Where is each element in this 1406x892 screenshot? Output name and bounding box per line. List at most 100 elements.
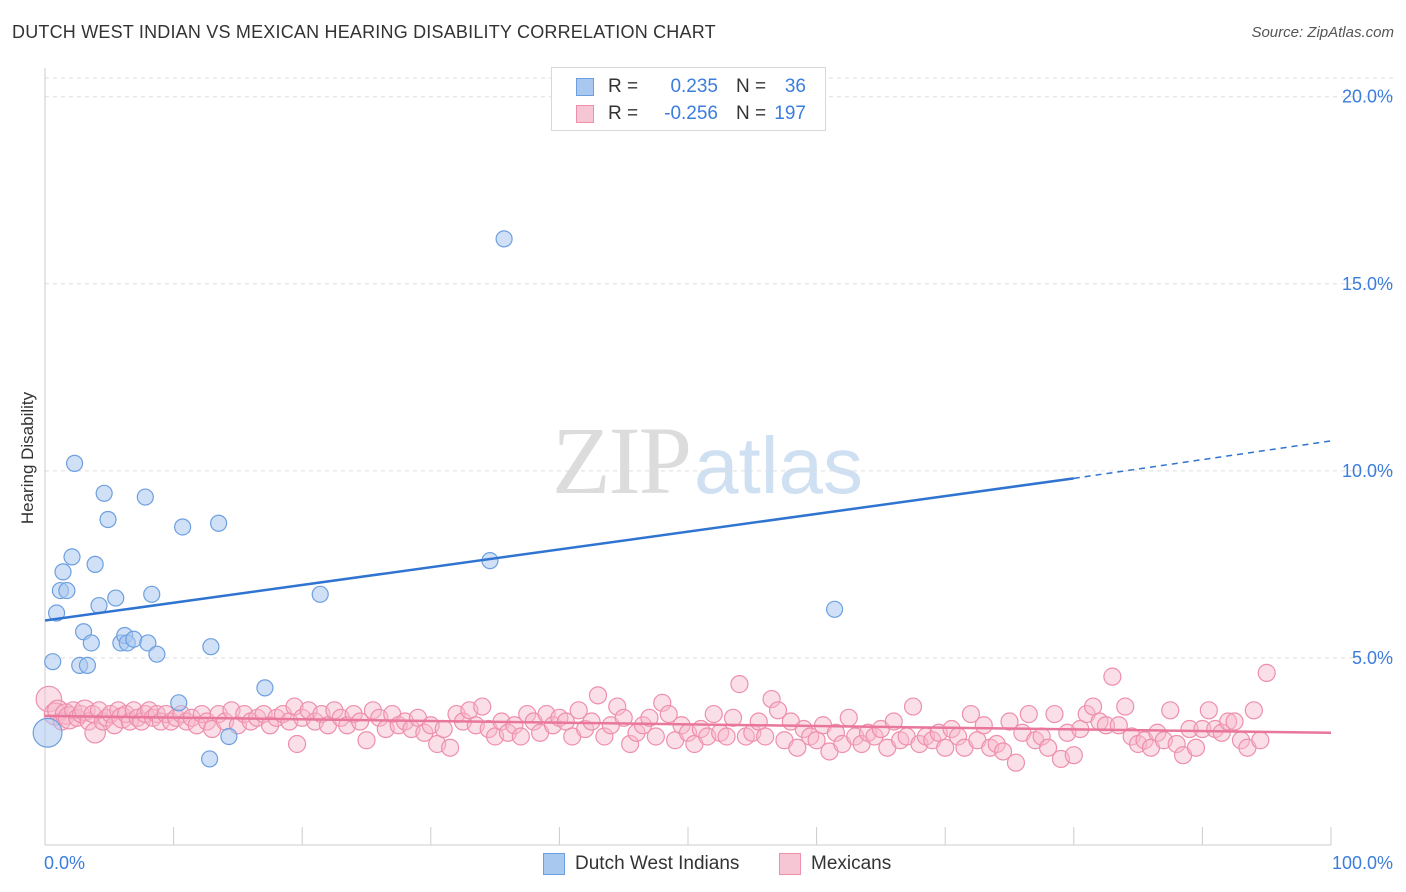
mexican-point (1225, 712, 1244, 731)
mexican-point (807, 731, 826, 750)
dutch-west-indian-point (210, 514, 228, 532)
dutch-west-indian-point (143, 585, 161, 603)
mexican-point (357, 731, 376, 750)
dutch-west-indian-point (32, 717, 63, 748)
mexican-point (1045, 704, 1064, 724)
dutch-west-indian-point (107, 589, 125, 607)
x-tick-label-max: 100.0% (1332, 853, 1393, 873)
mexican-point (974, 716, 993, 735)
legend-n-value: 36 (784, 76, 806, 97)
trend-lines (44, 477, 1332, 735)
mexican-point (993, 742, 1013, 761)
tick-labels: 5.0% 10.0% 15.0% 20.0% 0.0% 100.0% (44, 87, 1393, 873)
mexican-point (839, 708, 858, 727)
grid-lines (45, 77, 1396, 659)
mexican-point (723, 708, 743, 727)
mexican-point (89, 701, 109, 720)
mexican-point (659, 704, 678, 724)
mexican-point (1083, 697, 1103, 716)
blue-swatch-icon (576, 78, 594, 96)
dutch-west-indian-point (65, 454, 84, 472)
dutch-west-indian-point (86, 555, 104, 573)
dutch-west-indian-point (125, 630, 143, 648)
blue-legend-swatch-icon (543, 853, 565, 875)
mexican-point (1019, 704, 1038, 724)
mexican-point (1064, 746, 1083, 765)
mexican-point (704, 704, 723, 724)
mexican-point (1161, 701, 1180, 720)
mexican-point (788, 738, 807, 757)
dutch-west-indian-point (47, 604, 66, 622)
mexican-point (260, 716, 280, 735)
mexican-point (826, 723, 845, 742)
mexican-point (1251, 731, 1270, 750)
mexican-point (653, 693, 672, 712)
mexican-point (440, 738, 460, 757)
legend-row-dutch-west-indians: R = 0.235 N = 36 (576, 76, 806, 98)
mexican-point (84, 721, 106, 744)
mexican-point (1186, 738, 1206, 757)
dutch-west-indian-point (44, 653, 62, 671)
dutch-west-indian-point (495, 230, 513, 248)
mexican-point (1000, 712, 1019, 731)
mexican-point (473, 697, 492, 716)
legend-r-value: -0.256 (664, 103, 718, 124)
mexican-point (434, 719, 453, 739)
y-tick-label: 15.0% (1342, 274, 1393, 294)
pink-swatch-icon (576, 105, 594, 123)
dutch-west-indian-point (63, 548, 81, 566)
mexican-point (1103, 667, 1122, 686)
mexican-point (903, 697, 923, 716)
legend-r-label: R = (608, 103, 639, 124)
legend-n-label: N = (736, 103, 767, 124)
dutch-west-indian-point (58, 581, 76, 600)
mexican-point (936, 738, 955, 757)
source-credit: Source: ZipAtlas.com (1251, 24, 1394, 41)
dutch-west-indian-point (170, 694, 188, 712)
dutch-west-indian-point (82, 634, 100, 652)
mexican-point (1038, 738, 1058, 757)
legend-n-value: 197 (774, 103, 806, 124)
dutch-west-indian-point (256, 679, 274, 697)
bottom-legend-label: Dutch West Indians (575, 853, 740, 874)
mexican-point (756, 727, 775, 746)
mexican-point (363, 701, 383, 720)
dutch-west-indian-point (54, 563, 72, 581)
mexican-point (1167, 734, 1186, 754)
y-tick-label: 20.0% (1342, 87, 1393, 107)
mexican-point (608, 697, 627, 716)
chart-title: DUTCH WEST INDIAN VS MEXICAN HEARING DIS… (12, 22, 716, 42)
mexican-point (646, 727, 665, 746)
mexican-point (588, 686, 608, 705)
pink-legend-swatch-icon (779, 853, 801, 875)
dutch-west-indian-point (78, 656, 97, 675)
dutch-west-indian-point (139, 634, 157, 652)
mexican-point (350, 712, 370, 731)
y-tick-label: 5.0% (1352, 648, 1393, 668)
mexican-point (987, 734, 1006, 754)
mexican-point (768, 701, 788, 720)
dutch-west-indian-point (202, 638, 220, 656)
bottom-legend-dutch-west-indians: Dutch West Indians (543, 852, 739, 876)
mexican-point (1193, 719, 1212, 739)
legend-row-mexicans: R = -0.256 N = 197 (576, 103, 806, 125)
mexican-point (1212, 723, 1231, 742)
mexican-point (1244, 701, 1263, 720)
dutch-west-indian-point (201, 750, 219, 768)
dutch-west-indian-point (826, 600, 844, 618)
mexican-point (1219, 712, 1238, 731)
mexican-point (415, 723, 434, 742)
dutch-west-indian-point (311, 585, 329, 603)
mexican-point (621, 734, 640, 754)
mexican-point (344, 704, 363, 724)
mexican-point (633, 716, 653, 735)
dutch-west-indian-point (220, 727, 238, 746)
mexican-point (1180, 719, 1199, 739)
correlation-legend: R = 0.235 N = 36 R = -0.256 N = 197 (551, 67, 826, 131)
dutch-west-indians-trend-line (44, 477, 1074, 622)
mexican-point (1199, 701, 1218, 720)
dutch-west-indians-trend-extension (1073, 440, 1332, 480)
axes (44, 68, 1332, 846)
dutch-west-indian-point (99, 510, 117, 529)
